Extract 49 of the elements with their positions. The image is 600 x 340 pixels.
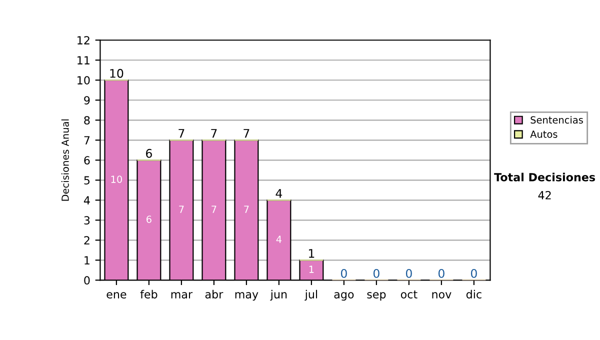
x-tick-label: ago [334, 292, 354, 301]
total-label: 0 [470, 268, 477, 278]
x-tick-label: ene [106, 292, 126, 298]
total-label: 7 [211, 129, 217, 138]
total-label: 4 [276, 189, 282, 198]
y-tick-label: 9 [84, 96, 90, 105]
x-tick-label: may [235, 292, 258, 301]
y-tick-label: 8 [84, 116, 90, 125]
y-tick-label: 10 [78, 76, 90, 85]
text: Total Decisiones [494, 172, 596, 182]
legend-label: Sentencias [530, 116, 583, 124]
y-tick-label: 2 [84, 236, 90, 244]
total-label: 1 [308, 249, 314, 258]
y-tick-label: 4 [84, 196, 90, 204]
x-tick-label: sep [367, 292, 386, 301]
total-label: 6 [146, 148, 152, 158]
text: 42 [538, 191, 551, 200]
x-tick-label: oct [400, 290, 418, 298]
total-label: 10 [110, 68, 124, 78]
total-label: 0 [438, 268, 444, 278]
data-label: 7 [179, 206, 184, 213]
data-label: 7 [212, 206, 216, 213]
legend-label: Autos [530, 130, 558, 138]
x-tick-label: jul [304, 290, 318, 301]
total-label: 7 [244, 129, 250, 138]
y-tick-label: 12 [78, 36, 90, 44]
y-tick-label: 1 [84, 256, 90, 264]
x-tick-label: feb [140, 290, 158, 298]
y-tick-label: 3 [84, 216, 90, 225]
x-tick-label: mar [171, 292, 193, 298]
data-label: 4 [276, 236, 282, 243]
y-tick-label: 6 [84, 156, 90, 165]
data-label: 1 [309, 266, 314, 273]
data-label: 6 [146, 216, 152, 223]
total-label: 7 [178, 129, 184, 138]
y-tick-label: 7 [84, 136, 90, 144]
total-label: 0 [406, 268, 412, 278]
x-tick-label: jun [270, 290, 287, 301]
x-tick-label: dic [466, 290, 482, 298]
total-label: 0 [373, 268, 380, 278]
y-tick-label: 11 [78, 56, 90, 64]
y-tick-label: 5 [84, 176, 90, 185]
data-label: 7 [244, 206, 249, 213]
y-axis-title: Decisiones Anual [61, 119, 69, 201]
y-tick-label: 0 [84, 276, 90, 285]
total-label: 0 [340, 268, 347, 278]
x-tick-label: nov [432, 292, 452, 298]
x-tick-label: abr [205, 290, 224, 298]
data-label: 10 [111, 176, 122, 183]
